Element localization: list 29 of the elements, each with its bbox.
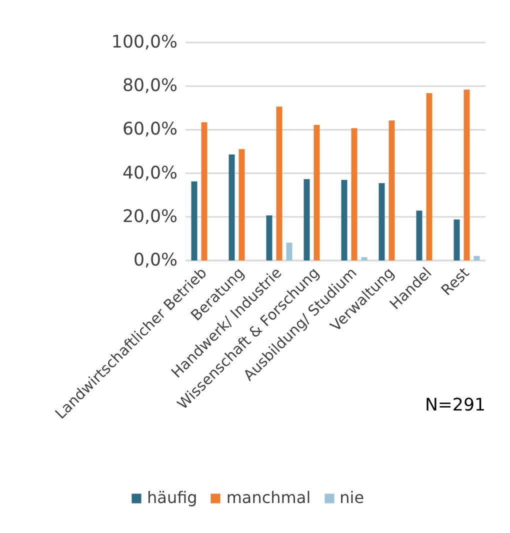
bar	[378, 183, 385, 260]
bar	[191, 181, 198, 260]
bar	[454, 220, 460, 260]
bar	[201, 122, 208, 260]
bar	[464, 90, 470, 260]
bar	[416, 210, 422, 260]
y-tick-label: 0,0%	[133, 250, 178, 270]
bar	[341, 180, 348, 260]
y-tick-label: 40,0%	[122, 163, 178, 184]
legend-label: häufig	[147, 488, 198, 507]
bar	[314, 124, 320, 260]
text: N=291	[424, 396, 486, 416]
bar	[238, 149, 245, 260]
bar	[361, 257, 368, 260]
bar	[228, 154, 235, 260]
y-tick-label: 60,0%	[122, 120, 178, 140]
bar	[474, 256, 480, 260]
y-tick-label: 80,0%	[122, 76, 178, 96]
y-tick-label: 20,0%	[122, 206, 178, 227]
bar	[276, 106, 282, 260]
bar	[388, 120, 395, 260]
y-tick-label: 100,0%	[111, 32, 178, 52]
bar	[351, 128, 358, 260]
legend-label: nie	[340, 488, 364, 507]
bar	[304, 179, 310, 260]
bar	[266, 215, 272, 260]
bar	[286, 242, 292, 260]
legend-label: manchmal	[226, 488, 311, 507]
bar	[426, 93, 432, 260]
